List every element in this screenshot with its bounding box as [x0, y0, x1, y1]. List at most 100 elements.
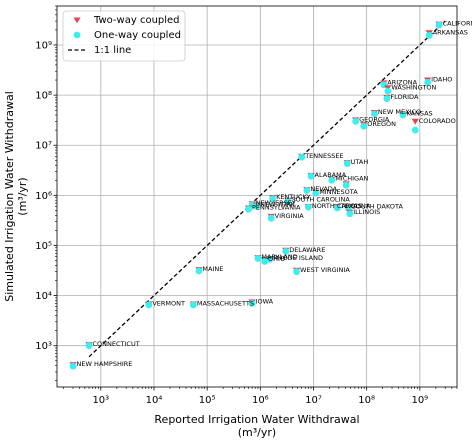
one-way-point [333, 204, 341, 212]
y-tick-label: 10⁹ [35, 40, 52, 51]
plot-frame [56, 5, 458, 388]
one-way-point [303, 187, 311, 194]
state-label: IDAHO [431, 76, 452, 84]
y-axis-title: Simulated Irrigation Water Withdrawal [3, 91, 16, 302]
one-way-point [298, 153, 306, 161]
state-labels-layer: CALIFORNIAARKANSASIDAHOARIZONAWASHINGTON… [77, 20, 472, 368]
y-tick-label: 10⁵ [35, 241, 52, 252]
one-way-point [69, 362, 77, 370]
one-way-point [282, 248, 290, 255]
y-tick-label: 10⁸ [35, 91, 52, 102]
one-way-point [312, 189, 320, 197]
x-tick-label: 10⁶ [252, 395, 269, 406]
legend-two-way-marker [73, 17, 81, 24]
state-label: SOUTH DAKOTA [352, 202, 404, 210]
points-layer [69, 21, 443, 370]
one-way-point [399, 111, 407, 119]
one-way-point [411, 126, 419, 134]
state-label: PENNSYLVANIA [252, 203, 301, 211]
two-way-point [411, 118, 419, 125]
ticks-layer: 10³ 10⁴ 10⁵ 10⁶ 10⁷ 10⁸ 10⁹ 10³ 10⁴ 10⁵ 10⁶ 10⁷ 10⁸ 1… [35, 5, 458, 406]
one-way-point [189, 301, 197, 309]
x-axis-unit: (m³/yr) [238, 426, 276, 439]
state-label: MICHIGAN [335, 175, 368, 183]
y-tick-label: 10⁶ [35, 191, 52, 202]
state-label: MASSACHUSETTS [197, 299, 254, 307]
one-way-point [304, 203, 312, 211]
one-to-one-line-layer [88, 20, 446, 358]
one-way-point [269, 195, 276, 203]
state-label: ILLINOIS [353, 208, 380, 216]
one-way-point [284, 197, 292, 205]
x-tick-label: 10³ [92, 395, 109, 406]
one-way-point [245, 205, 252, 213]
state-label: ARKANSAS [433, 28, 468, 36]
y-tick-label: 10⁴ [35, 291, 52, 302]
state-label: ARIZONA [387, 78, 417, 86]
legend-one-to-one-label: 1:1 line [94, 45, 131, 56]
one-way-point [371, 110, 378, 118]
legend-one-way-label: One-way coupled [94, 30, 181, 41]
state-label: NEVADA [310, 185, 337, 193]
state-label: NEW JERSEY [256, 199, 296, 207]
state-label: COLORADO [419, 117, 456, 125]
one-way-point [307, 172, 315, 180]
state-label: SOUTH CAROLINA [291, 196, 350, 204]
one-way-point [343, 160, 351, 168]
one-way-point [293, 268, 300, 276]
y-axis-unit: (m³/yr) [16, 177, 29, 215]
one-way-point [360, 122, 368, 130]
state-label: MINNESOTA [319, 188, 358, 196]
state-label: OREGON [367, 120, 396, 128]
x-tick-label: 10⁹ [411, 395, 428, 406]
one-way-point [424, 78, 432, 86]
one-way-point [383, 95, 391, 103]
one-way-point [344, 204, 352, 212]
one-way-point [261, 258, 268, 265]
one-way-point [425, 32, 433, 39]
state-label: ALABAMA [315, 171, 347, 179]
state-label: DELAWARE [289, 246, 325, 254]
legend-one-way-marker [73, 31, 81, 39]
state-label: WEST VIRGINIA [300, 266, 350, 274]
state-label: WASHINGTON [391, 83, 436, 91]
one-way-point [352, 117, 360, 125]
state-label: UTAH [351, 158, 369, 166]
one-way-point [342, 181, 350, 189]
state-label: CONNECTICUT [93, 340, 140, 348]
state-label: RHODE ISLAND [273, 254, 323, 262]
state-label: IOWA [256, 297, 274, 305]
x-tick-label: 10⁷ [305, 395, 322, 406]
y-tick-label: 10⁷ [35, 141, 52, 152]
legend: Two-way coupled One-way coupled 1:1 line [62, 10, 186, 62]
state-label: TEXAS [340, 202, 362, 210]
one-way-point [267, 214, 275, 222]
one-way-point [266, 255, 274, 263]
state-label: KANSAS [406, 109, 432, 117]
x-tick-label: 10⁸ [358, 395, 375, 406]
one-way-point [346, 210, 354, 218]
one-way-point [435, 21, 443, 29]
y-tick-label: 10³ [35, 341, 52, 352]
state-label: VIRGINIA [275, 212, 305, 220]
state-label: FLORIDA [390, 93, 419, 101]
one-way-point [145, 301, 153, 309]
one-way-point [328, 176, 336, 184]
legend-two-way-label: Two-way coupled [93, 15, 180, 26]
one-way-point [85, 342, 93, 350]
one-to-one-line [88, 20, 446, 358]
legend-box [62, 10, 186, 62]
state-label: GEORGIA [359, 115, 390, 123]
state-label: NEW MEXICO [378, 108, 421, 116]
one-way-point [254, 255, 262, 262]
state-label: TENNESSEE [304, 152, 343, 160]
state-label: NEW YORK [260, 201, 296, 209]
state-label: NEW HAMPSHIRE [77, 360, 133, 368]
x-axis-title: Reported Irrigation Water Withdrawal [154, 413, 359, 426]
one-way-point [253, 203, 260, 210]
state-label: MAINE [202, 265, 223, 273]
state-label: VERMONT [152, 299, 185, 307]
x-tick-label: 10⁵ [199, 395, 216, 406]
state-label: MARYLAND [261, 253, 297, 261]
